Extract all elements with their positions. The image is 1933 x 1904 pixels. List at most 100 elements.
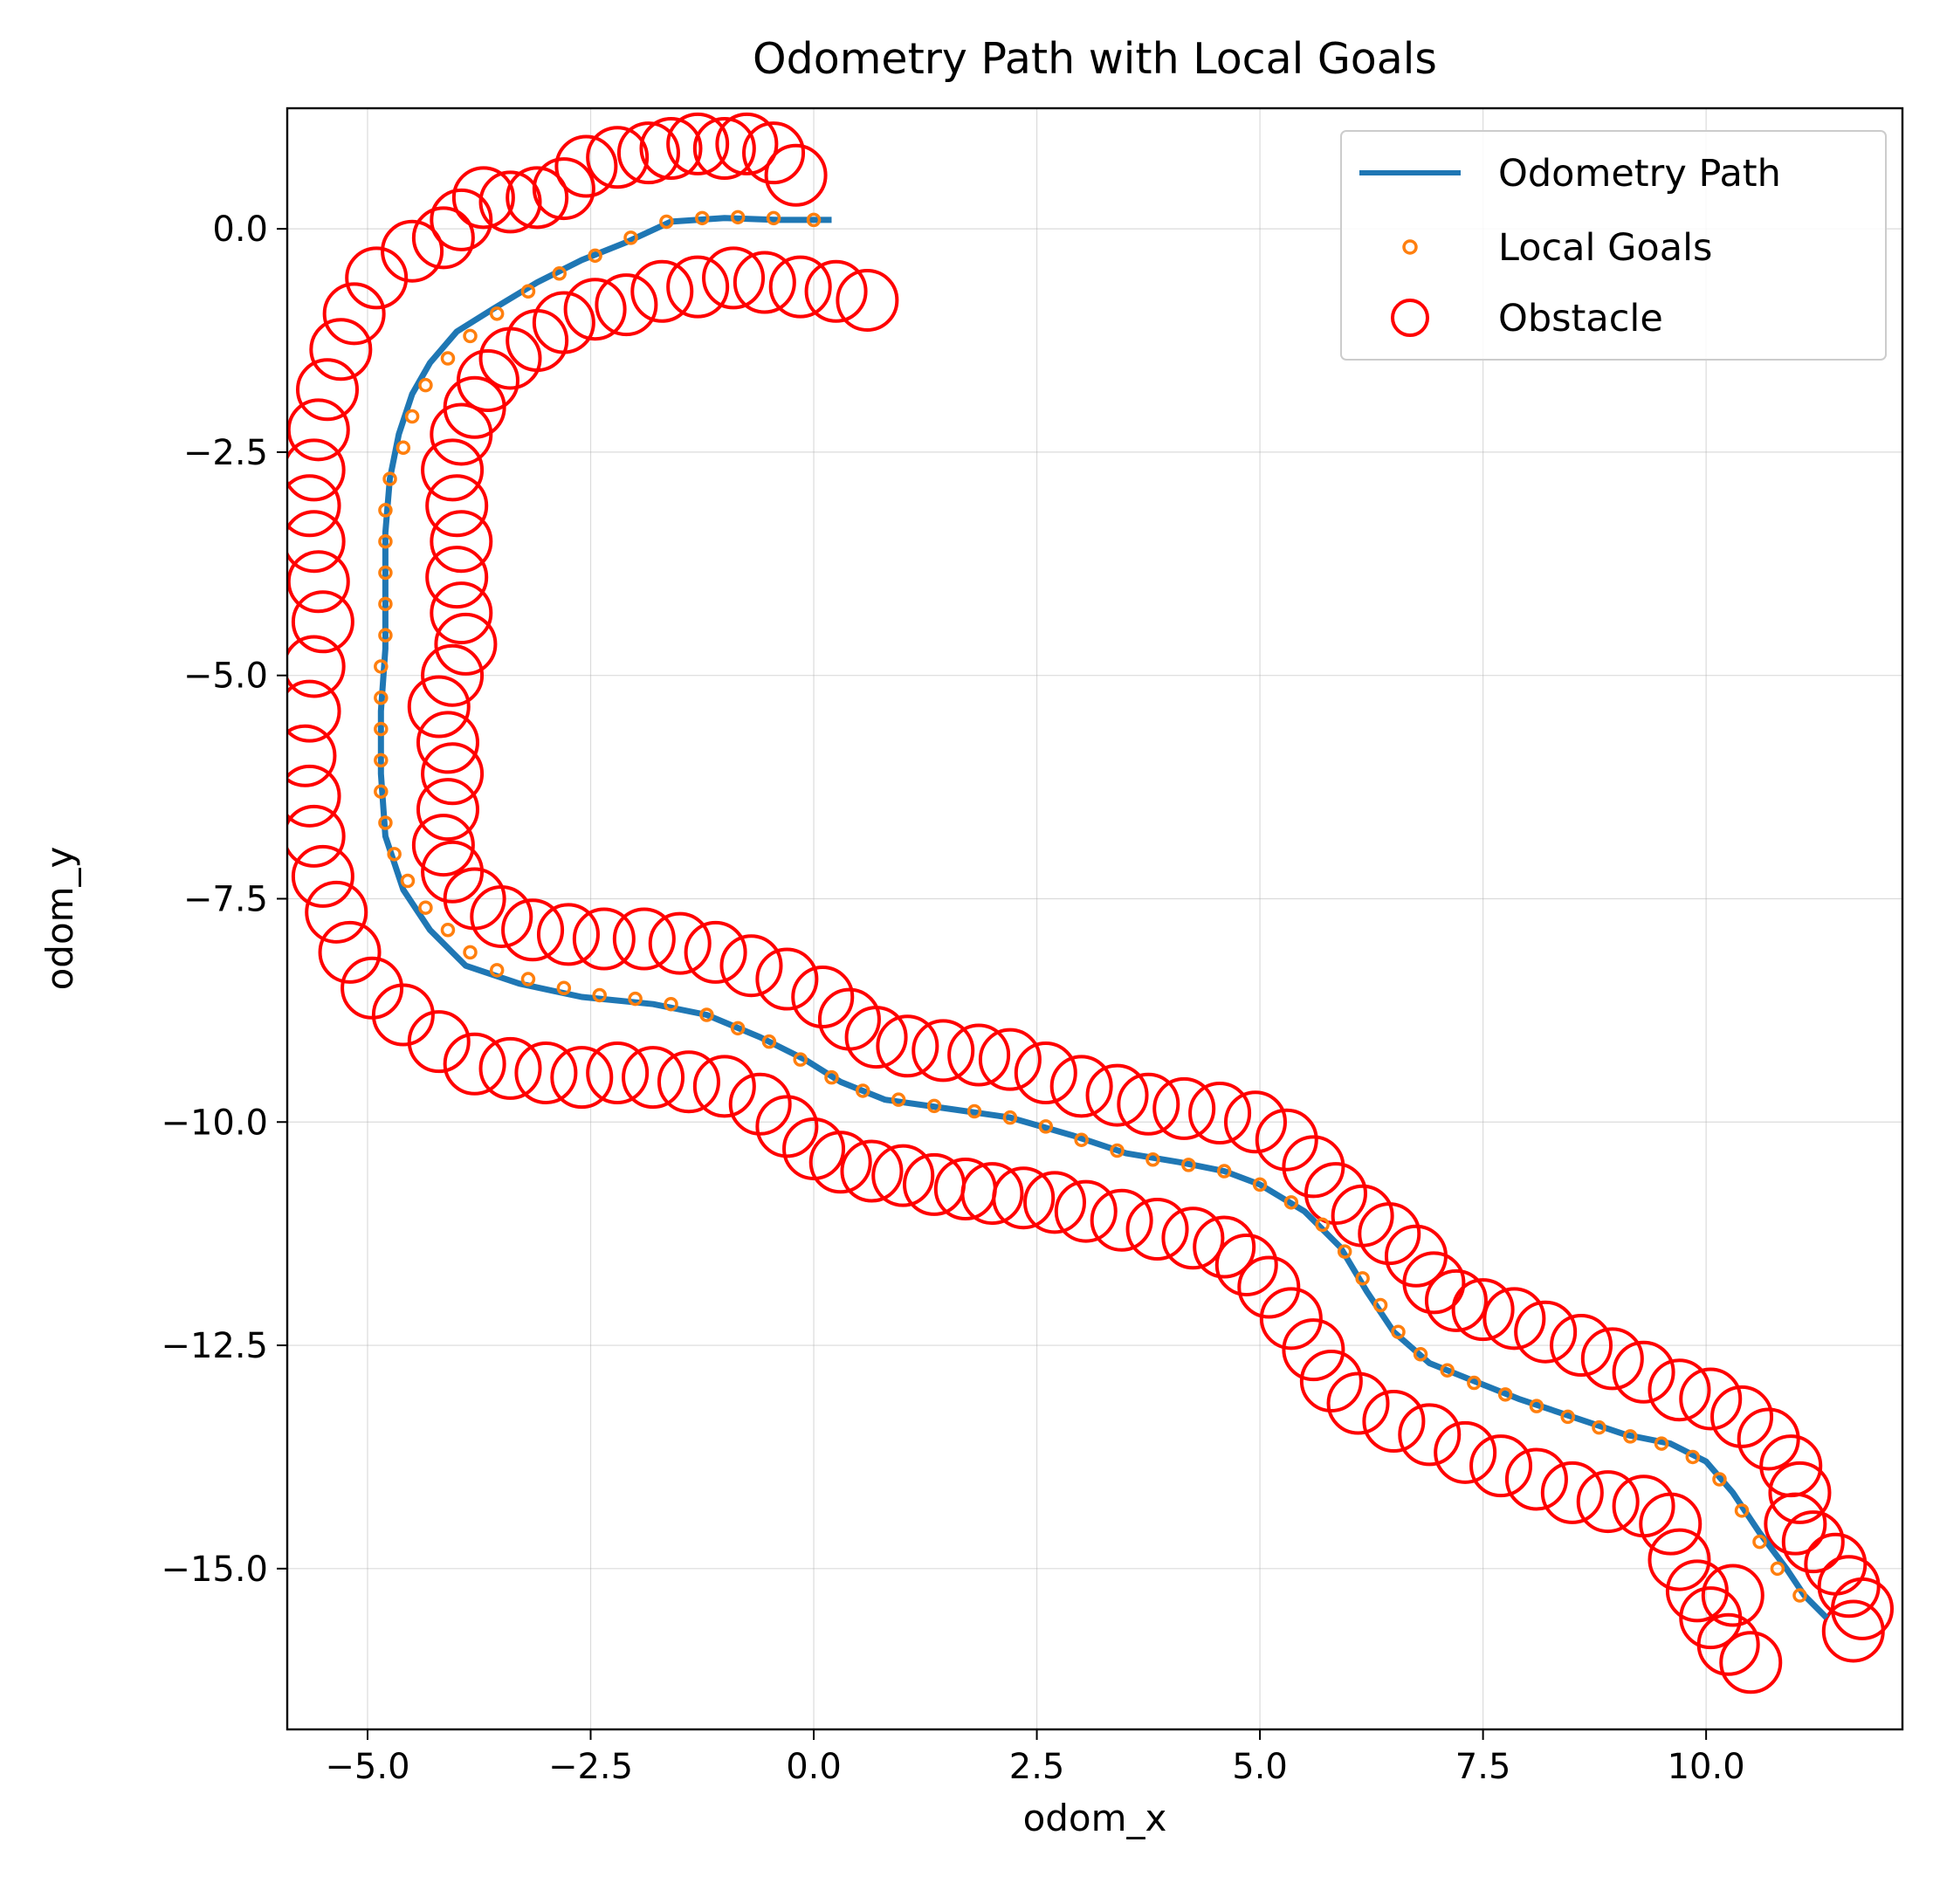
obstacle-marker [764,143,828,207]
obstacle-marker [715,112,779,175]
legend-box [1340,130,1887,361]
obstacle-marker [1482,1287,1546,1351]
obstacle-marker [430,581,493,645]
local-goal-marker [489,306,505,321]
obstacle-marker [755,947,819,1011]
legend-label-goals: Local Goals [1498,226,1712,270]
obstacle-marker [1434,1420,1497,1484]
obstacle-marker [804,259,868,323]
obstacle-marker [1710,1385,1774,1448]
obstacle-marker [1255,1108,1318,1172]
obstacle-marker [733,251,796,314]
obstacle-marker [421,643,485,707]
obstacle-marker [992,1166,1056,1230]
y-tick-label: 0.0 [212,210,268,250]
local-goal-marker [374,721,389,737]
obstacle-marker [1402,1251,1466,1315]
obstacle-marker [1085,1063,1149,1127]
obstacle-marker [554,134,618,198]
obstacle-marker [1358,1202,1421,1266]
obstacle-marker [536,903,600,966]
local-goal-marker [552,266,567,281]
local-goal-marker [1391,1324,1406,1339]
y-tick-label: −10.0 [161,1103,268,1143]
local-goal-marker [463,328,478,344]
obstacle-marker [1125,1198,1189,1261]
obstacle-marker [563,278,627,341]
obstacle-marker [978,1028,1042,1091]
obstacle-marker [1648,1358,1711,1422]
x-axis-label: odom_x [1023,1797,1167,1839]
local-goal-marker [1497,1387,1513,1402]
obstacle-marker [430,188,493,251]
obstacle-marker [478,1036,542,1100]
local-goal-marker [1792,1588,1807,1603]
obstacle-marker [407,1010,471,1074]
obstacle-marker [1282,1318,1345,1382]
local-goal-marker [1413,1347,1428,1362]
obstacle-marker [470,884,533,948]
obstacle-marker [1817,1555,1881,1619]
obstacle-marker [416,711,479,774]
obstacle-marker [684,920,747,984]
legend-swatch-goals [1402,239,1418,255]
local-goal-marker [387,847,402,862]
local-goal-marker [1770,1561,1785,1577]
obstacle-marker [719,934,783,998]
obstacle-marker [287,550,350,614]
obstacle-marker [572,907,636,971]
obstacle-marker [595,273,658,337]
obstacle-marker [295,358,359,422]
obstacle-marker [1259,1287,1323,1351]
obstacle-marker [692,117,756,181]
obstacle-marker [791,966,855,1029]
local-goal-marker [1216,1164,1232,1179]
local-goal-marker [1181,1158,1196,1172]
chart-title: Odometry Path with Local Goals [753,34,1437,84]
y-tick-label: −12.5 [161,1326,268,1366]
local-goal-marker [440,351,456,366]
local-goal-marker [374,691,389,705]
local-goal-marker [1734,1503,1750,1518]
legend-label-path: Odometry Path [1498,152,1781,196]
local-goal-marker [695,210,710,226]
obstacle-marker [421,742,485,806]
obstacle-marker [1648,1528,1711,1591]
obstacle-marker [407,675,471,739]
local-goal-marker [730,1021,746,1036]
local-goal-marker [1252,1177,1268,1193]
local-goal-marker [1074,1132,1089,1147]
local-goal-marker [699,1007,714,1022]
local-goal-marker [374,753,389,768]
local-goal-marker [592,987,607,1003]
local-goal-marker [623,230,638,245]
obstacle-marker [1764,1492,1827,1556]
local-goal-marker [1110,1143,1125,1158]
obstacle-marker [808,1131,872,1194]
local-goal-marker [1752,1534,1767,1550]
local-goal-marker [374,784,389,799]
obstacle-marker [1214,1233,1278,1296]
grid [287,108,1902,1729]
local-goal-marker [766,210,781,226]
odometry-path-line [377,215,1829,1620]
local-goal-marker [1440,1363,1455,1378]
obstacle-marker [844,1006,908,1069]
local-goal-marker [463,945,478,960]
local-goal-marker [382,471,397,486]
obstacle-marker [1639,1492,1703,1556]
plot-frame [285,107,1904,1731]
obstacle-marker [639,117,703,181]
obstacle-marker [1781,1510,1845,1574]
obstacle-marker [612,907,676,971]
obstacle-marker [1152,1076,1216,1140]
local-goal-marker [404,409,420,424]
local-goal-marker [1372,1297,1388,1313]
obstacle-marker [1117,1072,1180,1136]
obstacle-marker [381,219,444,283]
obstacle-marker [287,635,346,698]
obstacle-marker [911,1019,975,1083]
obstacle-marker [430,510,493,574]
local-goal-marker [400,873,416,889]
x-tick-label: 5.0 [1232,1747,1288,1787]
